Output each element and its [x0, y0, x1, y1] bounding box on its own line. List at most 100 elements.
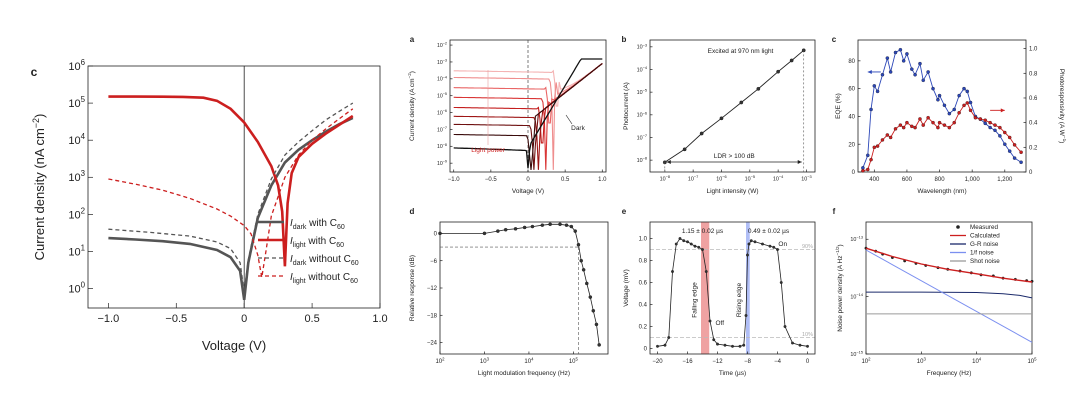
- eqe-point: [880, 72, 885, 77]
- panel-letter: c: [31, 65, 38, 79]
- rising-edge-label: Rising edge: [736, 282, 743, 317]
- responsivity-point: [968, 108, 973, 113]
- eqe-point: [952, 107, 956, 112]
- data-point: [674, 242, 678, 246]
- x-tick-label: 1.0: [372, 313, 387, 325]
- y-tick-label: −24: [427, 341, 438, 347]
- eqe-point: [869, 107, 873, 112]
- x-tick-label-base: 10: [435, 359, 442, 365]
- legend-entry-suffix: with C: [306, 236, 337, 247]
- light-power-label: Light power: [471, 147, 505, 154]
- series-line: [108, 102, 354, 293]
- eqe-point: [1007, 149, 1012, 153]
- responsivity-point: [973, 115, 978, 120]
- x-tick-label: 1.0: [598, 177, 607, 183]
- y-axis-label-end: ): [32, 114, 47, 118]
- y-tick-label-base: 10: [637, 113, 643, 119]
- x-tick-label-base: 10: [569, 359, 576, 365]
- y-tick-label: 0: [434, 231, 438, 237]
- series-line: [108, 116, 354, 300]
- x-tick-label: −0.5: [485, 177, 498, 183]
- x-axis-label: Wavelength (nm): [917, 188, 966, 195]
- y-tick-label-exp: −2: [443, 42, 447, 46]
- x-tick-label: 105: [1027, 356, 1037, 365]
- x-tick-label: −1.0: [98, 313, 120, 325]
- x-tick-label: 10−8: [660, 174, 670, 182]
- data-point: [772, 245, 776, 249]
- data-point: [699, 131, 704, 136]
- panel-d-frame: [439, 221, 609, 355]
- y-tick-label: 20: [848, 142, 855, 148]
- x-tick-label-exp: 2: [868, 356, 871, 361]
- signal-line: [657, 237, 808, 347]
- x-axis-label: Voltage (V): [512, 188, 544, 195]
- panel-c-eqe-frame: [857, 39, 1027, 173]
- y-axis-label-exp: −2: [407, 73, 412, 79]
- legend-entry: G-R noise: [970, 241, 999, 248]
- y-tick-label-base: 10: [637, 45, 643, 51]
- data-point: [522, 225, 527, 230]
- x-tick-label-base: 10: [801, 176, 807, 182]
- y-axis-label: Current density (A cm−2): [407, 71, 416, 141]
- x-tick-label-exp: 4: [979, 356, 982, 361]
- x-tick-label-base: 10: [745, 176, 751, 182]
- y-tick-label-exp: −5: [443, 92, 447, 96]
- x-axis-label: Frequency (Hz): [927, 370, 972, 377]
- y-tick-label-exp: −13: [856, 235, 863, 240]
- y2-tick-label: 0.2: [1029, 145, 1038, 151]
- y-tick-label-base: 10: [437, 60, 443, 66]
- responsivity-point: [898, 123, 903, 127]
- data-point: [576, 243, 581, 247]
- legend-entry-suffix-sub: 60: [336, 242, 344, 249]
- y-tick-label-base: 10: [437, 110, 443, 116]
- responsivity-point: [885, 133, 890, 137]
- y-tick-label: 10−4: [437, 75, 447, 82]
- x-axis-label: Light intensity (W): [706, 188, 758, 195]
- x-tick-label-base: 10: [480, 359, 487, 365]
- y-tick-label: 0: [644, 347, 648, 353]
- eqe-point: [983, 121, 987, 126]
- x-tick-label: 10−6: [716, 174, 726, 182]
- data-point: [708, 319, 712, 323]
- x-tick-label: −8: [744, 359, 752, 365]
- legend-entry-suffix-sub: 60: [351, 260, 359, 267]
- dark-label: Dark: [571, 125, 585, 132]
- x-tick-label: −1.0: [448, 177, 461, 183]
- x-tick-label-exp: −6: [722, 174, 726, 179]
- responsivity-point: [893, 127, 898, 131]
- y-tick-label-base: 10: [68, 209, 80, 221]
- y-tick-label: 10−6: [637, 110, 647, 118]
- y-tick-label-base: 10: [437, 144, 443, 150]
- x-tick-label: 600: [902, 177, 913, 183]
- series-line: [108, 108, 354, 278]
- y-tick-label-exp: −5: [643, 88, 647, 93]
- panel-letter: a: [410, 35, 415, 44]
- eqe-line: [862, 49, 1022, 168]
- y-tick-label: −18: [427, 313, 438, 319]
- eqe-point: [905, 52, 909, 56]
- eqe-point: [926, 70, 930, 74]
- data-point: [806, 344, 809, 348]
- y-tick-label-exp: −9: [443, 160, 447, 164]
- data-point: [438, 231, 442, 236]
- data-point: [671, 270, 674, 273]
- y-tick-label-exp: −6: [443, 109, 447, 113]
- x-tick-label-base: 10: [773, 176, 779, 182]
- responsivity-point: [978, 117, 983, 121]
- eqe-point: [875, 89, 880, 94]
- y-tick-label-exp: −6: [643, 110, 647, 115]
- x-tick-label: −20: [652, 359, 663, 365]
- response-line: [440, 223, 600, 345]
- data-point: [697, 245, 701, 249]
- y-tick-label-exp: −4: [443, 75, 447, 79]
- y-tick-label: 10−2: [437, 42, 447, 49]
- y-tick-label: 10−8: [437, 143, 447, 150]
- legend-entry: 1/f noise: [970, 250, 994, 257]
- data-point: [585, 281, 589, 286]
- legend-entry-sub: dark: [293, 224, 307, 231]
- data-point: [597, 343, 601, 347]
- eqe-point: [993, 128, 997, 133]
- data-point: [783, 325, 787, 328]
- y-tick-label: −6: [430, 259, 438, 265]
